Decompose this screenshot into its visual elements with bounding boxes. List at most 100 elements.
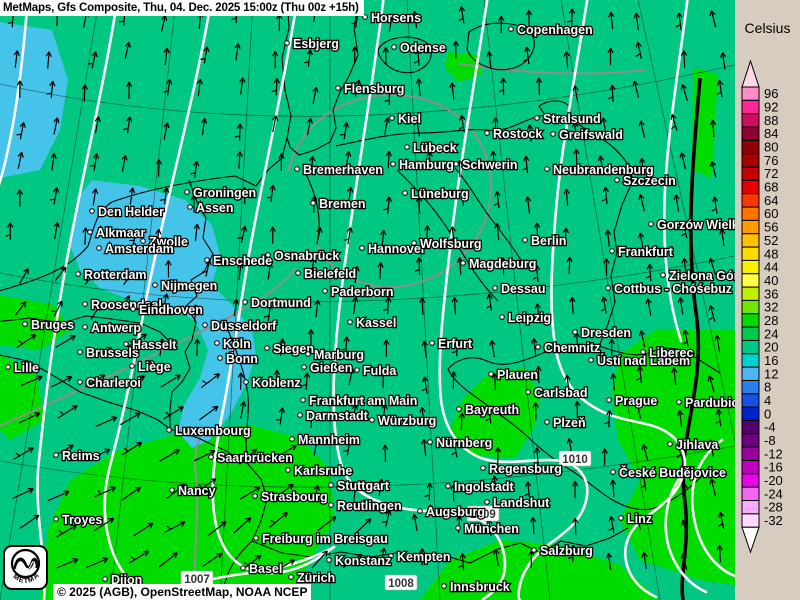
wind-arrow-icon: [273, 369, 281, 387]
wind-arrow-icon: [95, 416, 118, 428]
wind-arrow-icon: [133, 522, 154, 537]
wind-arrow-icon: [458, 114, 466, 133]
wind-arrow-icon: [160, 374, 181, 388]
scale-cell: [741, 166, 760, 181]
city-marker: [96, 245, 102, 251]
scale-cell: [741, 259, 760, 275]
city-label: Kempten: [397, 550, 450, 564]
wind-arrow-icon: [600, 117, 607, 135]
wind-arrow-icon: [155, 228, 162, 247]
wind-arrow-icon: [377, 478, 385, 496]
city-label: Enschede: [213, 254, 272, 268]
city-marker: [676, 399, 682, 405]
city-marker: [499, 314, 505, 320]
wind-arrow-icon: [421, 376, 429, 394]
city-label: Rostock: [493, 127, 542, 141]
wind-arrow-icon: [494, 222, 501, 241]
wind-arrow-icon: [525, 10, 533, 28]
wind-arrow-icon: [492, 117, 499, 135]
wind-arrow-icon: [377, 262, 384, 280]
wind-arrow-icon: [155, 159, 163, 177]
city-label: Antwerp: [91, 321, 141, 335]
wind-arrow-icon: [239, 77, 246, 95]
wind-arrow-icon: [50, 153, 57, 171]
wind-arrow-icon: [633, 12, 640, 31]
wind-arrow-icon: [47, 490, 70, 502]
city-marker: [310, 200, 316, 206]
weather-map[interactable]: 1010 1009 1008 1007 Horsens Esbjerg Odense Cope…: [0, 0, 735, 600]
wind-arrow-icon: [276, 444, 297, 458]
border-line: [377, 36, 432, 74]
wind-arrow-icon: [55, 335, 76, 349]
wind-arrow-icon: [603, 258, 610, 276]
wind-arrow-icon: [126, 333, 147, 348]
scale-tick-label: 60: [764, 206, 778, 221]
wind-arrow-icon: [381, 509, 392, 527]
city-marker: [326, 557, 332, 563]
wind-arrow-icon: [274, 559, 296, 573]
city-label: Stralsund: [543, 112, 601, 126]
wind-arrow-icon: [486, 293, 493, 311]
wind-arrow-icon: [91, 188, 99, 206]
city-label: Gorzów Wielkopolski: [657, 218, 735, 232]
city-marker: [492, 285, 498, 291]
city-marker: [588, 357, 594, 363]
wind-arrow-icon: [352, 484, 359, 502]
city-marker: [305, 351, 311, 357]
wind-arrow-icon: [89, 448, 111, 461]
city-label: Hasselt: [132, 338, 177, 352]
wind-arrow-icon: [53, 221, 60, 240]
wind-arrow-icon: [378, 403, 388, 421]
scale-tick-label: 28: [764, 313, 778, 328]
wind-arrow-icon: [345, 151, 352, 169]
wind-arrow-icon: [56, 524, 77, 538]
city-marker: [614, 177, 620, 183]
scale-unit-label: Celsius: [744, 20, 791, 36]
wind-arrow-icon: [535, 77, 543, 95]
city-marker: [77, 379, 83, 385]
wind-arrow-icon: [19, 514, 40, 529]
wind-arrow-icon: [165, 260, 172, 278]
wind-arrow-icon: [307, 329, 315, 347]
city-marker: [427, 439, 433, 445]
city-marker: [610, 469, 616, 475]
wind-arrow-icon: [123, 116, 133, 134]
scale-cell: [741, 193, 760, 208]
wind-arrow-icon: [571, 121, 579, 140]
wind-arrow-icon: [709, 478, 716, 496]
wind-arrow-icon: [274, 483, 294, 499]
scale-cell: [741, 86, 760, 101]
scale-cell: [741, 139, 760, 155]
wind-arrow-icon: [637, 232, 645, 250]
wind-arrow-icon: [343, 227, 353, 245]
wind-arrow-icon: [341, 336, 350, 354]
wind-arrow-icon: [16, 189, 24, 207]
border-line: [0, 0, 292, 292]
scale-tick-label: 56: [764, 220, 778, 235]
wind-arrow-icon: [86, 557, 109, 569]
wind-arrow-icon: [610, 373, 617, 391]
wind-arrow-icon: [709, 119, 717, 138]
wind-arrow-icon: [163, 122, 170, 140]
wind-arrow-icon: [5, 222, 14, 240]
wind-arrow-icon: [307, 257, 317, 275]
wind-arrow-icon: [125, 375, 146, 390]
wind-arrow-icon: [708, 257, 716, 275]
scale-cell: [741, 326, 760, 341]
wind-arrow-icon: [424, 151, 433, 169]
city-label: Greifswald: [559, 128, 623, 142]
wind-arrow-icon: [573, 148, 580, 167]
wind-arrow-icon: [200, 46, 210, 64]
wind-arrow-icon: [384, 87, 393, 106]
city-label: Brussels: [86, 346, 139, 360]
city-label: Reutlingen: [337, 499, 402, 513]
wind-arrow-icon: [266, 262, 273, 280]
city-label: Köln: [223, 337, 251, 351]
border-line: [598, 345, 721, 374]
city-label: Koblenz: [252, 376, 301, 390]
wind-arrow-icon: [125, 81, 133, 100]
wind-arrow-icon: [534, 303, 541, 321]
city-label: Wolfsburg: [420, 237, 482, 251]
city-marker: [484, 499, 490, 505]
city-marker: [411, 240, 417, 246]
